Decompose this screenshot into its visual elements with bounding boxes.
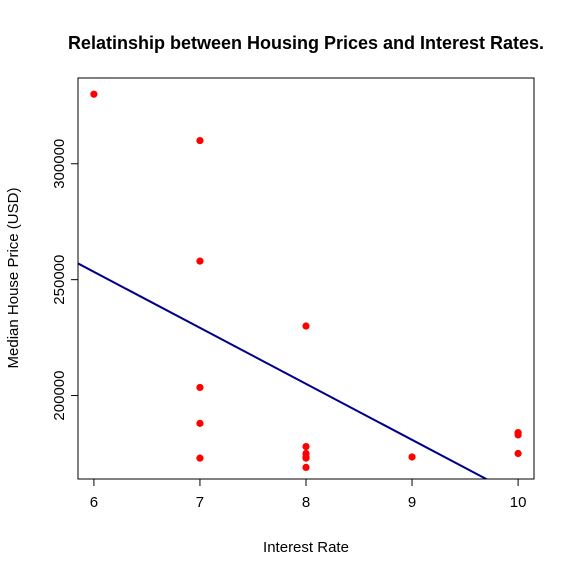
y-tick-label: 200000 [51, 371, 68, 421]
x-axis: 6 7 8 9 10 [90, 478, 527, 511]
y-axis: 200000 250000 300000 [51, 139, 79, 421]
y-tick-label: 250000 [51, 255, 68, 305]
data-point [196, 257, 204, 265]
plot-box [77, 77, 535, 480]
data-point [302, 463, 310, 472]
data-point [196, 419, 204, 427]
x-tick-label: 10 [510, 494, 527, 511]
x-tick-label: 9 [408, 494, 416, 511]
data-point [196, 454, 204, 462]
x-tick-label: 7 [196, 494, 204, 511]
data-point [302, 322, 310, 330]
data-point [196, 383, 204, 392]
data-point [302, 442, 310, 451]
data-point [302, 454, 310, 462]
data-point [90, 90, 98, 98]
regression-line [78, 262, 489, 479]
data-point [514, 431, 522, 439]
x-tick-label: 8 [302, 494, 310, 511]
data-point [408, 453, 416, 461]
x-axis-label: Interest Rate [263, 539, 349, 556]
data-point [196, 136, 204, 145]
data-point [514, 449, 522, 458]
y-axis-label: Median House Price (USD) [5, 188, 22, 369]
y-tick-label: 300000 [51, 139, 68, 189]
chart-title: Relatinship between Housing Prices and I… [68, 33, 544, 53]
x-tick-label: 6 [90, 494, 98, 511]
plot-area [78, 90, 522, 479]
